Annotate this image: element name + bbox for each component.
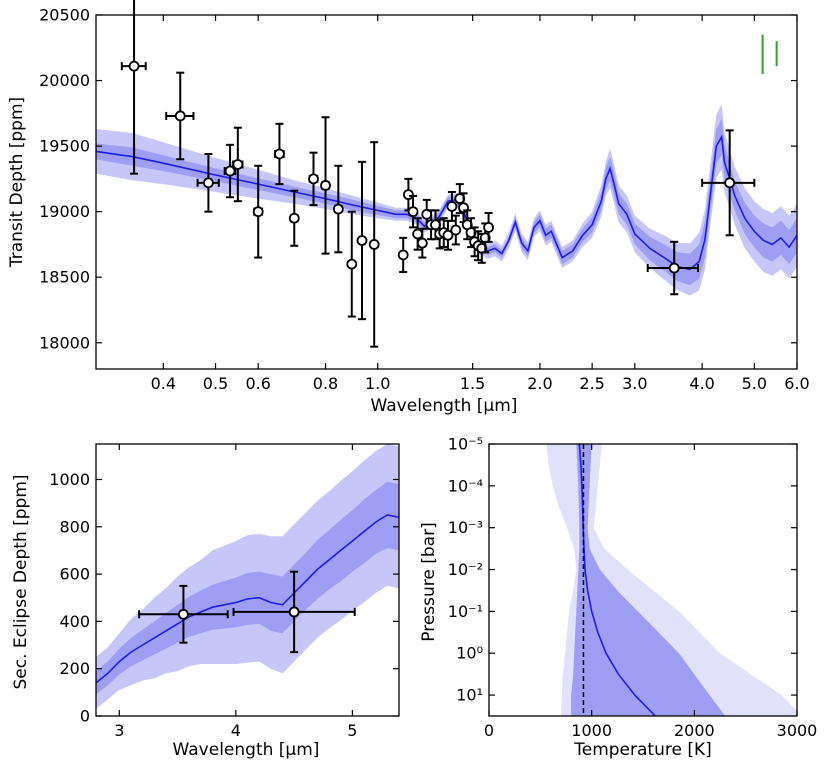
transit-obs-point <box>203 177 214 189</box>
transit-obs-point <box>397 249 409 261</box>
tp-1sigma-band <box>571 444 726 716</box>
tp-ytick-label: 10⁻⁵ <box>448 435 483 454</box>
eclipse-model-bands <box>96 444 399 709</box>
tp-profile-curve <box>578 444 656 716</box>
transit-ytick-label: 19000 <box>39 202 90 221</box>
transit-ytick-label: 18500 <box>39 268 90 287</box>
transit-obs-point <box>174 110 186 122</box>
eclipse-axes: 3 4 5 0 200 400 600 800 1000 <box>49 443 400 740</box>
eclipse-ytick-label: 800 <box>59 517 90 536</box>
tp-xtick-label: 0 <box>484 721 494 740</box>
transit-observations <box>120 0 756 348</box>
transit-model-line <box>96 134 797 271</box>
eclipse-model-line <box>96 514 399 684</box>
transit-xtick-label: 0.8 <box>313 374 338 393</box>
eclipse-xtick-label: 5 <box>347 721 357 740</box>
eclipse-ytick-label: 600 <box>59 565 90 584</box>
tp-axes: 0 1000 2000 3000 10⁻⁵ 10⁻⁴ 10⁻³ 10⁻² 10⁻¹ 10⁰ 10¹ <box>448 435 818 741</box>
transit-ytick-label: 19500 <box>39 137 90 156</box>
transit-obs-point <box>416 237 428 249</box>
transit-obs-point <box>356 235 368 246</box>
transit-obs-point <box>402 189 414 201</box>
transit-xtick-label: 0.6 <box>245 374 270 393</box>
transit-obs-point <box>128 60 140 72</box>
tp-xtick-label: 2000 <box>674 721 715 740</box>
transit-ytick-label: 18000 <box>39 333 90 352</box>
eclipse-ytick-label: 1000 <box>49 470 90 489</box>
transit-obs-point <box>288 212 300 224</box>
transit-ytick-label: 20000 <box>39 71 90 90</box>
transit-obs-point <box>274 148 285 160</box>
tp-frame <box>488 443 798 717</box>
transit-obs-point <box>232 159 244 170</box>
eclipse-xtick-label: 4 <box>231 721 241 740</box>
tp-profile-line <box>578 444 656 716</box>
tp-y-axis-label: Pressure [bar] <box>419 522 439 641</box>
tp-ytick-label: 10⁻² <box>448 560 483 579</box>
transit-xtick-label: 0.5 <box>203 374 228 393</box>
eclipse-ytick-label: 400 <box>59 612 90 631</box>
transit-obs-point <box>430 219 441 231</box>
transit-xtick-label: 2.0 <box>527 374 552 393</box>
eclipse-model-curve <box>96 514 399 684</box>
transit-obs-point <box>346 258 358 270</box>
transit-obs-point <box>483 221 494 233</box>
transit-green-marks <box>761 34 778 74</box>
transit-xtick-label: 1.0 <box>365 374 390 393</box>
eclipse-xtick-label: 3 <box>114 721 124 740</box>
transit-ytick-label: 20500 <box>39 6 90 25</box>
transit-obs-point <box>446 201 458 212</box>
transit-model-bands <box>96 104 797 296</box>
eclipse-frame <box>95 443 400 717</box>
transit-obs-point <box>442 229 454 241</box>
eclipse-1sigma-band <box>96 481 399 695</box>
eclipse-observations <box>138 570 356 654</box>
transit-obs-point <box>308 173 319 185</box>
tp-xtick-label: 1000 <box>571 721 612 740</box>
transit-obs-point <box>252 206 264 218</box>
tp-ytick-label: 10⁻¹ <box>448 602 483 621</box>
eclipse-ytick-label: 200 <box>59 659 90 678</box>
tp-ytick-label: 10⁻³ <box>448 518 483 537</box>
transit-x-axis-label: Wavelength [μm] <box>371 396 518 416</box>
transit-1sigma-band <box>96 118 797 286</box>
transit-xtick-label: 5.0 <box>742 374 767 393</box>
transit-model-curve <box>96 134 797 271</box>
transit-obs-point <box>407 206 419 218</box>
tp-ytick-label: 10⁰ <box>456 644 483 663</box>
transit-obs-point <box>668 262 680 274</box>
tp-x-axis-label: Temperature [K] <box>573 740 712 760</box>
transit-spectrum-panel: 0.4 0.5 0.6 0.8 1.0 1.5 2.0 2.5 3.0 4.0 5.0 6.0 1800… <box>7 0 810 416</box>
transit-xtick-label: 1.5 <box>460 374 485 393</box>
tp-xtick-label: 3000 <box>777 721 818 740</box>
eclipse-y-axis-label: Sec. Eclipse Depth [ppm] <box>11 474 31 689</box>
eclipse-obs-point <box>178 608 189 620</box>
transit-obs-point <box>412 228 424 240</box>
transit-xtick-label: 3.0 <box>622 374 647 393</box>
transit-obs-point <box>368 239 380 250</box>
eclipse-spectrum-panel: 3 4 5 0 200 400 600 800 1000 Wavelength [μm] Sec… <box>11 443 400 760</box>
eclipse-x-axis-label: Wavelength [μm] <box>173 740 320 760</box>
transit-obs-point <box>450 224 462 236</box>
tp-profile-bands <box>546 444 797 716</box>
transit-obs-point <box>724 177 736 189</box>
transit-obs-point <box>224 165 236 177</box>
tp-ytick-label: 10¹ <box>456 686 483 705</box>
transit-obs-point <box>332 203 344 215</box>
transit-axes: 0.4 0.5 0.6 0.8 1.0 1.5 2.0 2.5 3.0 4.0 5.0 6.0 1800… <box>39 6 810 394</box>
transit-obs-point <box>320 180 331 191</box>
transit-xtick-label: 2.5 <box>579 374 604 393</box>
transit-xtick-label: 6.0 <box>784 374 809 393</box>
tp-profile-panel: 0 1000 2000 300010⁻⁵10⁻⁴10⁻³10⁻²10⁻¹10⁰10¹ … <box>419 435 817 761</box>
eclipse-obs-point <box>288 606 300 618</box>
transit-frame <box>95 14 798 370</box>
eclipse-ytick-label: 0 <box>80 707 90 726</box>
transit-y-axis-label: Transit Depth [ppm] <box>7 97 27 268</box>
transit-xtick-label: 0.4 <box>151 374 176 393</box>
tp-ytick-label: 10⁻⁴ <box>448 476 483 495</box>
transit-xtick-label: 4.0 <box>689 374 714 393</box>
